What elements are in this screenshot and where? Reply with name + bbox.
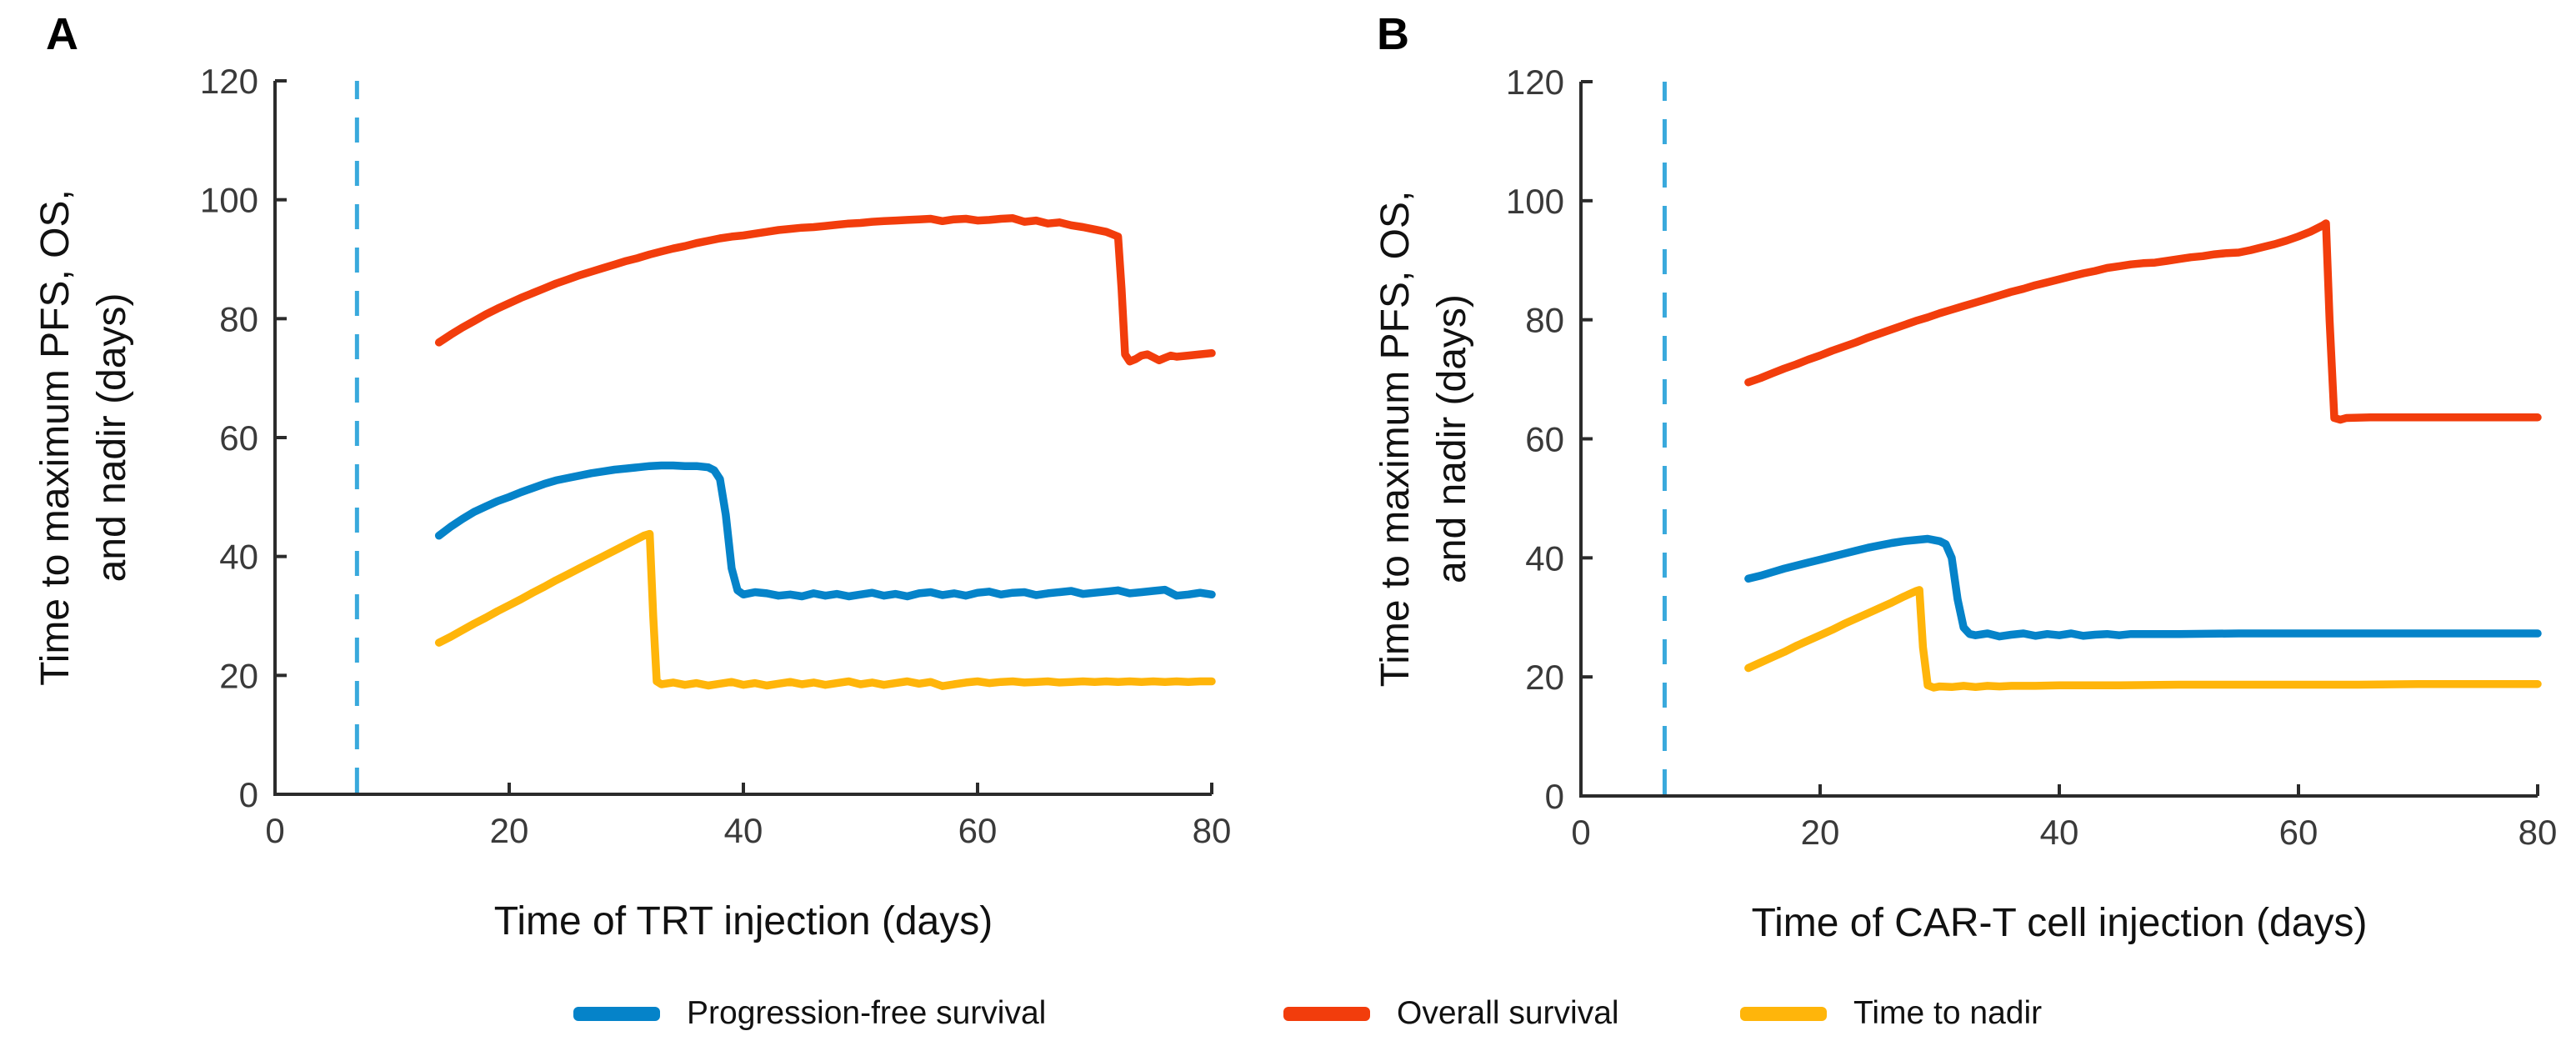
y-tick-label: 60: [219, 418, 258, 458]
y-axis-title-line: and nadir (days): [1430, 294, 1474, 583]
series-overall-survival: [434, 214, 1216, 366]
series-progression-free-survival: [434, 461, 1216, 601]
legend-swatch-nadir: [1740, 1006, 1827, 1021]
y-tick-label: 100: [1506, 182, 1564, 221]
legend-label-nadir: Time to nadir: [1853, 995, 2043, 1031]
y-tick-label: 40: [219, 538, 258, 577]
legend-label-os: Overall survival: [1397, 995, 1619, 1031]
x-tick-label: 60: [958, 811, 998, 850]
x-tick-label: 40: [2040, 813, 2079, 852]
y-tick-label: 20: [1525, 658, 1564, 697]
series-progression-free-survival: [1744, 534, 2542, 641]
series-overall-survival: [1744, 219, 2542, 424]
y-tick-label: 80: [1525, 301, 1564, 340]
x-tick-label: 20: [490, 811, 529, 850]
x-axis-title: Time of CAR-T cell injection (days): [1752, 901, 2368, 945]
y-tick-label: 80: [219, 299, 258, 338]
chart-panel-a: 0 20 40 60 80 100 120 0 20 40 60 80 Time of TRT inje…: [33, 62, 1232, 943]
x-tick-label: 80: [2518, 813, 2558, 852]
legend-item-pfs: Progression-free survival: [573, 995, 1047, 1031]
y-tick-label: 20: [219, 656, 258, 695]
series-time-to-nadir: [1744, 586, 2542, 692]
y-tick-label: 120: [1506, 63, 1564, 102]
legend-item-os: Overall survival: [1283, 995, 1619, 1031]
y-tick-label: 60: [1525, 420, 1564, 459]
x-tick-label: 0: [1571, 813, 1590, 852]
series-time-to-nadir: [434, 529, 1216, 690]
y-tick-label: 40: [1525, 538, 1564, 578]
y-tick-label: 0: [1545, 777, 1564, 816]
x-axis-title: Time of TRT injection (days): [494, 899, 993, 943]
y-tick-label: 0: [239, 775, 258, 814]
legend-label-pfs: Progression-free survival: [687, 995, 1047, 1031]
legend-swatch-pfs: [573, 1006, 660, 1021]
y-axis-title-line: Time to maximum PFS, OS,: [33, 189, 78, 686]
x-tick-label: 0: [265, 811, 284, 850]
chart-panel-b: 0 20 40 60 80 100 120 0 20 40 60 80 Time of CAR-T ce…: [1373, 63, 2558, 945]
x-tick-label: 60: [2279, 813, 2318, 852]
x-tick-label: 80: [1193, 811, 1232, 850]
x-tick-label: 20: [1801, 813, 1840, 852]
x-tick-label: 40: [724, 811, 763, 850]
legend-item-nadir: Time to nadir: [1740, 995, 2043, 1031]
legend-swatch-os: [1283, 1006, 1370, 1021]
y-tick-label: 120: [200, 62, 258, 101]
y-axis-title-line: Time to maximum PFS, OS,: [1373, 191, 1418, 688]
panel-label-b: B: [1377, 9, 1409, 59]
panel-label-a: A: [46, 9, 78, 59]
y-axis-title-line: and nadir (days): [90, 293, 134, 583]
y-tick-label: 100: [200, 181, 258, 220]
